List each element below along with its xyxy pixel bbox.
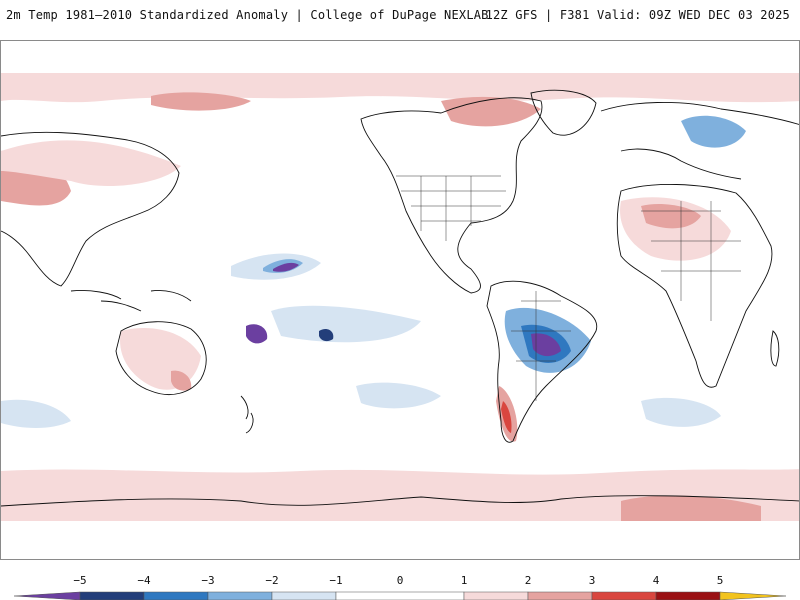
colorbar-bin-minus3-minus2	[207, 591, 273, 600]
tick-label: 5	[716, 574, 724, 587]
asia-warm-light	[1, 140, 181, 186]
australia-coast	[115, 321, 207, 395]
south-america-borders	[511, 291, 571, 401]
tick-label: 2	[524, 574, 532, 587]
canada-warm-patch	[441, 96, 541, 127]
header: 2m Temp 1981–2010 Standardized Anomaly |…	[0, 0, 800, 30]
colorbar-graphic	[13, 591, 787, 600]
antarctica-coast	[1, 495, 799, 507]
tick-label: −3	[201, 574, 215, 587]
africa-coast	[616, 183, 773, 388]
north-america-coast	[360, 97, 543, 294]
colorbar-bin-plus3-plus4	[591, 591, 657, 600]
us-state-lines	[396, 175, 506, 241]
map-title: 2m Temp 1981–2010 Standardized Anomaly |…	[6, 8, 489, 22]
antarctic-warm-patch	[621, 495, 761, 521]
pacific-cold-core	[273, 262, 299, 272]
siberia-warm-patch	[151, 92, 251, 111]
colorbar-max-triangle	[719, 591, 787, 600]
so-cold-2	[641, 397, 721, 427]
anomaly-shading	[1, 73, 799, 521]
colorbar-bin-neutral	[335, 591, 465, 600]
so-cold-3	[1, 399, 71, 428]
sa-cold-core	[531, 333, 561, 357]
patagonia-warm-core	[501, 401, 512, 433]
tick-label: 0	[396, 574, 404, 587]
colorbar-min-triangle	[13, 591, 81, 600]
tick-label: −1	[329, 574, 343, 587]
map-panel	[0, 40, 800, 560]
colorbar-bin-plus1-plus2	[463, 591, 529, 600]
tick-label: −2	[265, 574, 279, 587]
tick-label: 1	[460, 574, 468, 587]
australia-warm-core	[171, 370, 192, 391]
indonesia-coast	[70, 290, 192, 312]
run-info: 12Z GFS | F381 Valid: 09Z WED DEC 03 202…	[485, 8, 790, 22]
tick-label: 3	[588, 574, 596, 587]
colorbar-bin-plus4-plus5	[655, 591, 721, 600]
scandinavia-cold	[681, 115, 746, 148]
colorbar-bin-plus2-plus3	[527, 591, 593, 600]
africa-borders	[641, 201, 741, 321]
tick-label: 4	[652, 574, 660, 587]
anomaly-map	[1, 73, 799, 521]
pacific-cold-core-3	[319, 328, 334, 342]
africa-warm-core	[641, 204, 701, 229]
tick-label: −5	[73, 574, 87, 587]
colorbar-bin-minus5-minus4	[79, 591, 145, 600]
new-zealand-coast	[240, 395, 254, 434]
colorbar-bin-minus4-minus3	[143, 591, 209, 600]
borders	[396, 175, 741, 401]
coastlines	[1, 89, 799, 507]
pacific-cold-core-2	[246, 324, 268, 344]
asia-coast	[1, 131, 180, 287]
antarctic-warm-band	[1, 469, 799, 521]
south-america-coast	[486, 280, 598, 443]
pacific-cold-3	[271, 305, 421, 343]
greenland-coast	[530, 89, 597, 136]
europe-coast	[600, 102, 799, 180]
so-cold-1	[356, 382, 441, 409]
madagascar-coast	[770, 330, 780, 367]
arctic-warm-band	[1, 73, 799, 103]
colorbar-bin-minus2-minus1	[271, 591, 337, 600]
colorbar: −5 −4 −3 −2 −1 0 1 2 3 4 5	[0, 570, 800, 600]
tick-label: −4	[137, 574, 151, 587]
